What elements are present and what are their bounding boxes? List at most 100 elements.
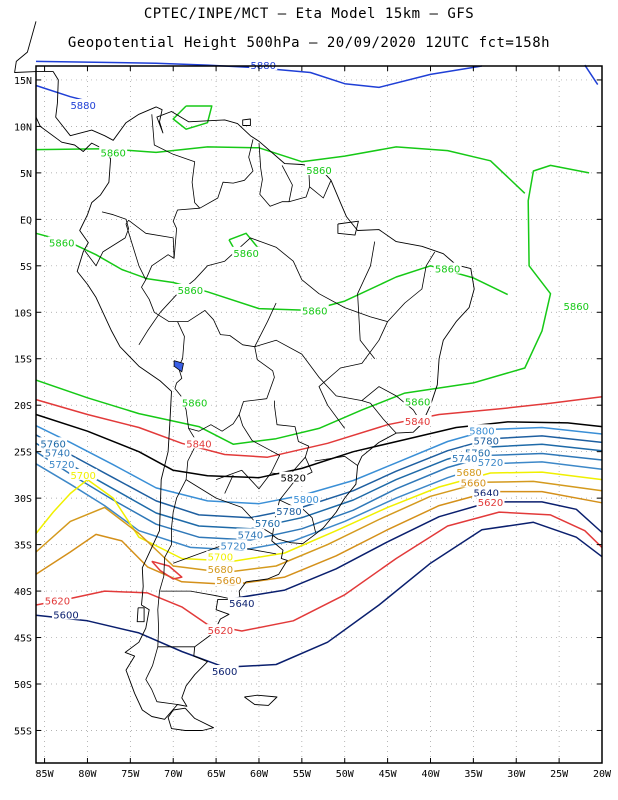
lat-tick-label: EQ — [20, 215, 32, 226]
contour-label-bg — [450, 452, 479, 464]
contour-label-bg — [176, 283, 205, 295]
contour-label-bg — [47, 457, 76, 469]
contour-label: 5640 — [229, 599, 254, 610]
coast-segment — [337, 220, 359, 236]
lon-tick-label: 40W — [421, 769, 440, 780]
lat-tick-label: 40S — [14, 587, 32, 598]
contour-5840 — [35, 396, 603, 458]
lon-tick-label: 60W — [250, 769, 269, 780]
lon-tick-label: 65W — [207, 769, 226, 780]
contour-label-bg — [455, 466, 484, 478]
border-segment — [357, 241, 376, 359]
border-segment — [314, 455, 358, 466]
contour-label-bg — [433, 262, 462, 274]
contour-label-bg — [472, 434, 501, 446]
contour-label-bg — [249, 59, 278, 71]
contour-label-bg — [206, 550, 235, 562]
border-segment — [254, 302, 423, 425]
contour-5880 — [35, 60, 483, 89]
lon-tick-label: 30W — [507, 769, 526, 780]
lat-tick-label: 10S — [14, 308, 32, 319]
contour-label: 5860 — [302, 306, 327, 317]
contour-5860 — [172, 105, 213, 130]
contour-label-bg — [274, 505, 303, 517]
contour-label-bg — [562, 299, 591, 311]
lat-tick-label: 25S — [14, 448, 32, 459]
border-segment — [141, 139, 254, 389]
coast-segment — [242, 118, 251, 126]
lon-tick-label: 35W — [464, 769, 483, 780]
contour-label: 5860 — [178, 286, 203, 297]
contour-5880 — [584, 64, 599, 86]
contour-label: 5840 — [186, 439, 211, 450]
map-frame — [35, 65, 603, 764]
contour-label: 5600 — [53, 610, 78, 621]
contour-label-bg — [206, 624, 235, 636]
lon-tick-label: 85W — [36, 769, 55, 780]
lon-tick-label: 80W — [78, 769, 97, 780]
contour-label-bg — [219, 539, 248, 551]
lat-tick-label: 30S — [14, 494, 32, 505]
chart-subtitle: Geopotential Height 500hPa – 20/09/2020 … — [67, 35, 551, 51]
border-segment — [215, 469, 272, 490]
border-segment — [151, 114, 201, 209]
coastline — [14, 21, 475, 731]
contour-label-bg — [459, 476, 488, 488]
contour-label-bg — [180, 396, 209, 408]
axis-ticks: 15N 10N 5N EQ 5S 10S 15S 20S 25S 30S 35S 40S 45S 50S 5… — [14, 66, 612, 780]
contour-label: 5620 — [478, 498, 503, 509]
lon-tick-label: 50W — [336, 769, 355, 780]
contour-label-bg — [227, 597, 256, 609]
contour-label: 5860 — [49, 239, 74, 250]
contour-label: 5700 — [208, 553, 233, 564]
contour-label: 5740 — [238, 530, 263, 541]
lat-tick-label: 5S — [20, 262, 32, 273]
contour-5780 — [35, 434, 603, 519]
contour-label: 5860 — [306, 166, 331, 177]
contour-label: 5620 — [208, 626, 233, 637]
contour-5860 — [35, 164, 590, 445]
contour-label: 5860 — [435, 265, 460, 276]
lon-tick-label: 75W — [121, 769, 140, 780]
lat-tick-label: 15N — [14, 76, 32, 87]
contour-label: 5800 — [469, 426, 494, 437]
contour-label: 5700 — [70, 471, 95, 482]
contour-label: 5720 — [478, 458, 503, 469]
contour-5600 — [35, 521, 603, 669]
contour-5620 — [35, 511, 603, 632]
contour-label: 5780 — [276, 507, 301, 518]
contour-label-bg — [236, 528, 265, 540]
contour-5720 — [35, 461, 603, 551]
contour-label-bg — [279, 471, 308, 483]
contour-label-bg — [305, 164, 333, 176]
contour-label-bg — [472, 486, 501, 498]
chart-title: CPTEC/INPE/MCT – Eta Model 15km – GFS — [143, 6, 475, 22]
lat-tick-label: 45S — [14, 634, 32, 645]
contour-label: 5880 — [70, 101, 95, 112]
contour-label: 5860 — [100, 148, 125, 159]
contour-label-bg — [300, 304, 329, 316]
contour-label-bg — [43, 594, 72, 606]
border-segment — [258, 143, 310, 207]
contour-label-bg — [210, 664, 239, 676]
contour-label-bg — [52, 608, 81, 620]
lat-tick-label: 20S — [14, 401, 32, 412]
lon-tick-label: 20W — [593, 769, 612, 780]
border-segment — [174, 310, 275, 432]
lat-tick-label: 5N — [20, 169, 32, 180]
coast-segment — [14, 21, 475, 720]
lon-tick-label: 55W — [293, 769, 312, 780]
contour-label: 5600 — [212, 667, 237, 678]
contour-5860 — [35, 146, 526, 194]
border-segment — [309, 180, 332, 199]
contour-label-bg — [47, 236, 76, 248]
border-segment — [125, 219, 175, 280]
contour-label: 5820 — [281, 474, 306, 485]
contour-label-bg — [214, 573, 243, 585]
contour-label: 5780 — [474, 437, 499, 448]
contour-label-bg — [184, 437, 213, 449]
contour-label: 5640 — [474, 489, 499, 500]
contour-label-bg — [206, 562, 235, 574]
border-segment — [279, 457, 316, 533]
